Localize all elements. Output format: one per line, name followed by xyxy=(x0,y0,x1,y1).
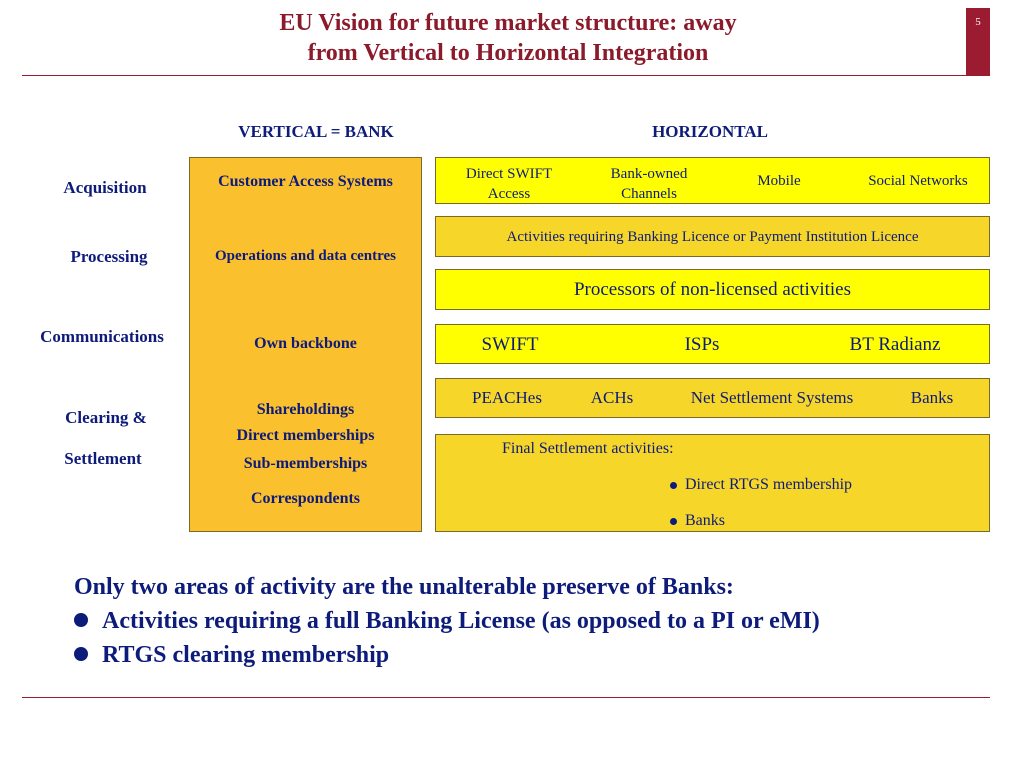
summary-heading: Only two areas of activity are the unalt… xyxy=(74,574,734,600)
title-line-1: EU Vision for future market structure: a… xyxy=(279,10,737,36)
vertical-correspondents: Correspondents xyxy=(250,490,361,507)
clearing-net-settlement: Net Settlement Systems xyxy=(690,388,854,407)
licensed-activities-text: Activities requiring Banking Licence or … xyxy=(506,229,919,245)
summary-bullet-2-text: RTGS clearing membership xyxy=(102,642,390,668)
summary-bullet-1-text: Activities requiring a full Banking Lice… xyxy=(102,608,820,634)
bank-owned-channels: Bank-owned Channels xyxy=(590,164,708,204)
vertical-sub-memberships: Sub-memberships xyxy=(243,455,368,472)
horizontal-licensed-box xyxy=(435,216,990,257)
page-number-badge: 5 xyxy=(966,8,990,76)
direct-swift-access: Direct SWIFT Access xyxy=(450,164,568,204)
title-line-2: from Vertical to Horizontal Integration xyxy=(307,40,709,66)
final-bullet-banks: Banks xyxy=(670,512,725,530)
mobile-label: Mobile xyxy=(757,173,801,189)
horizontal-acquisition-box xyxy=(435,157,990,204)
vertical-operations: Operations and data centres xyxy=(215,248,396,264)
comms-swift: SWIFT xyxy=(481,334,539,355)
horizontal-final-settlement-box xyxy=(435,434,990,532)
vertical-shareholdings: Shareholdings xyxy=(256,401,355,418)
horizontal-communications-box xyxy=(435,324,990,364)
vertical-backbone: Own backbone xyxy=(254,335,357,352)
summary-block: Only two areas of activity are the unalt… xyxy=(74,570,820,672)
direct-swift-line2: Access xyxy=(487,186,531,202)
bullet-dot-icon xyxy=(670,481,677,489)
vertical-customer-access: Customer Access Systems xyxy=(218,173,393,190)
bank-owned-line2: Channels xyxy=(621,186,677,202)
processors-text: Processors of non-licensed activities xyxy=(573,279,851,300)
vertical-column-header: VERTICAL = BANK xyxy=(238,122,394,141)
clearing-achs: ACHs xyxy=(590,388,634,407)
comms-bt-radianz: BT Radianz xyxy=(849,334,941,355)
bullet-dot-icon xyxy=(74,613,88,628)
horizontal-clearing-box xyxy=(435,378,990,418)
bullet-dot-icon xyxy=(74,647,88,662)
slide-title: EU Vision for future market structure: a… xyxy=(150,8,866,68)
horizontal-column-header: HORIZONTAL xyxy=(652,122,768,141)
final-bullet-rtgs: Direct RTGS membership xyxy=(670,476,852,494)
final-bullet-banks-text: Banks xyxy=(685,512,725,529)
top-divider xyxy=(22,75,990,76)
summary-bullet-1: Activities requiring a full Banking Lice… xyxy=(74,604,820,638)
social-networks-label: Social Networks xyxy=(868,173,968,189)
row-label-settlement: Settlement xyxy=(64,449,142,468)
bank-owned-line1: Bank-owned xyxy=(610,166,688,182)
row-label-communications: Communications xyxy=(40,327,164,346)
final-bullet-rtgs-text: Direct RTGS membership xyxy=(685,476,853,493)
direct-swift-line1: Direct SWIFT xyxy=(465,166,553,182)
row-label-clearing: Clearing & xyxy=(65,408,147,427)
bullet-dot-icon xyxy=(670,517,677,525)
vertical-bank-block xyxy=(189,157,422,532)
clearing-peaches: PEACHes xyxy=(472,388,542,407)
summary-bullet-2: RTGS clearing membership xyxy=(74,638,820,672)
row-label-acquisition: Acquisition xyxy=(63,178,147,197)
horizontal-processors-box xyxy=(435,269,990,310)
clearing-banks: Banks xyxy=(910,388,954,407)
final-settlement-heading: Final Settlement activities: xyxy=(502,440,674,457)
vertical-direct-memberships: Direct memberships xyxy=(236,427,375,444)
row-label-processing: Processing xyxy=(70,247,148,266)
bottom-divider xyxy=(22,697,990,698)
comms-isps: ISPs xyxy=(684,334,720,355)
